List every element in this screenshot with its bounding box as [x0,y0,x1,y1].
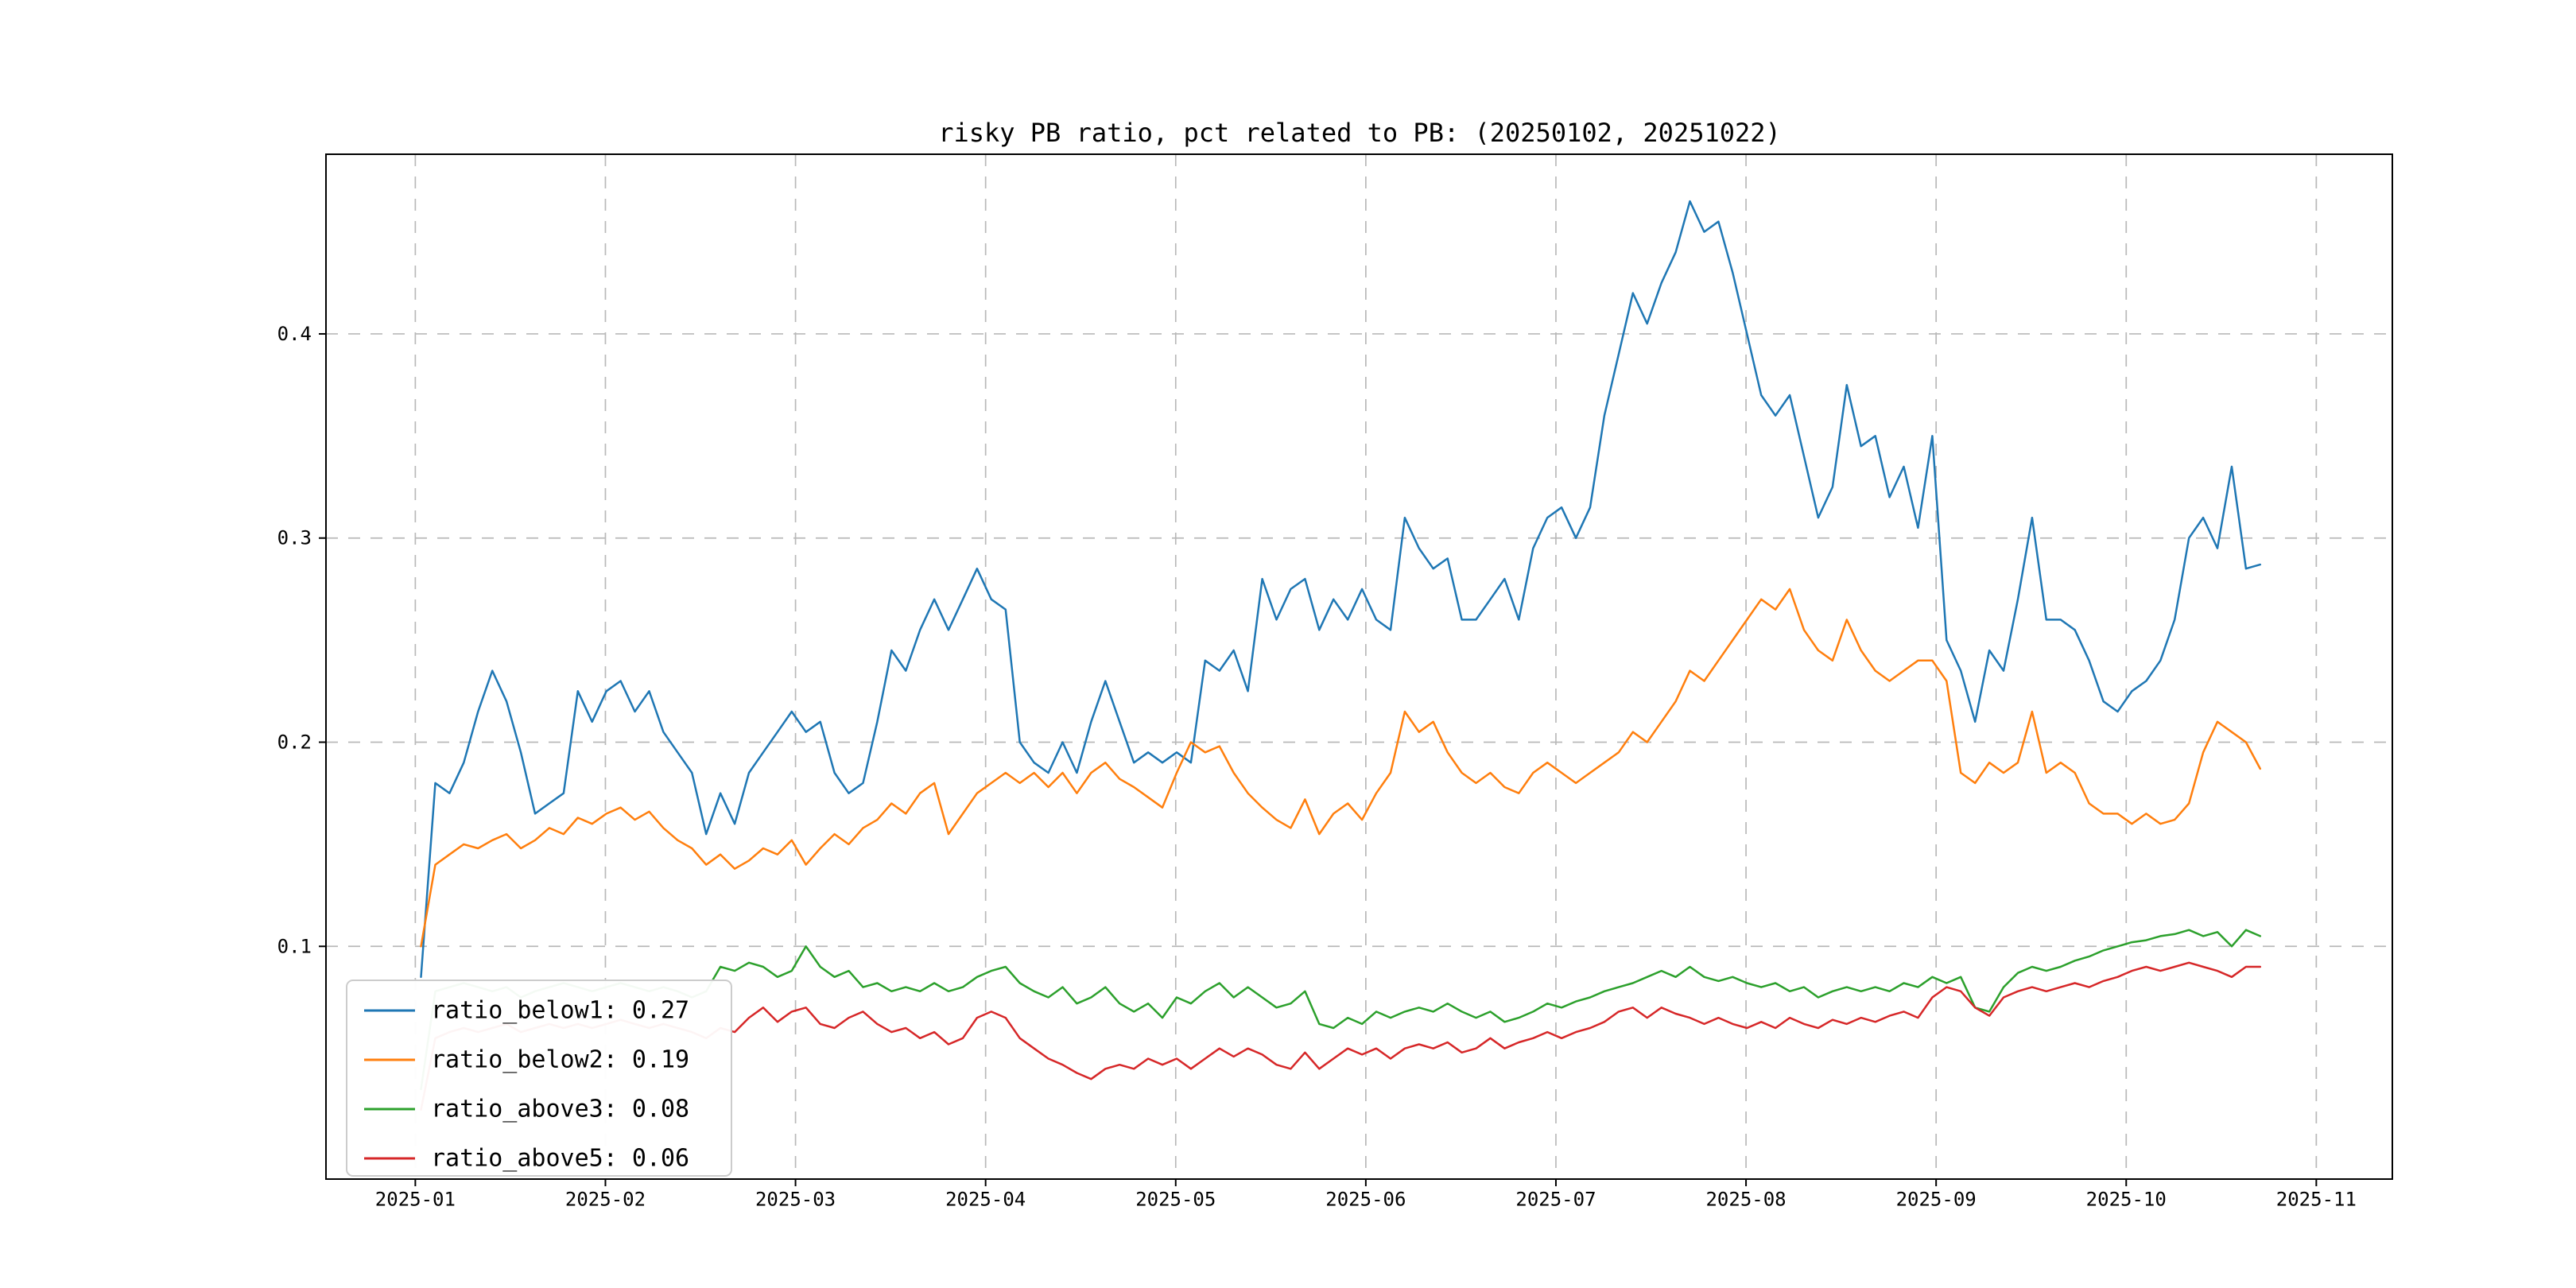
x-tick-label: 2025-09 [1896,1189,1977,1211]
legend-item-label: ratio_above5: 0.06 [431,1145,689,1173]
x-tick-label: 2025-10 [2086,1189,2167,1211]
series-layer [420,200,2262,1111]
y-tick-label: 0.3 [277,527,312,549]
legend: ratio_below1: 0.27 ratio_below2: 0.19 rati… [346,980,732,1177]
series-line-ratio_above3 [420,929,2262,1091]
x-tick-label: 2025-05 [1135,1189,1216,1211]
y-tick-label: 0.2 [277,731,312,754]
x-tick-label: 2025-01 [375,1189,456,1211]
x-tick-label: 2025-04 [945,1189,1026,1211]
plot-border [325,153,2393,1180]
x-tick-label: 2025-02 [565,1189,646,1211]
legend-item-label: ratio_below2: 0.19 [431,1046,689,1074]
series-line-ratio_below1 [420,200,2262,979]
series-line-ratio_below2 [420,588,2262,948]
y-tick-label: 0.4 [277,323,312,345]
x-tick-label: 2025-11 [2276,1189,2357,1211]
legend-item-label: ratio_above3: 0.08 [431,1096,689,1123]
x-tick-label: 2025-08 [1705,1189,1786,1211]
x-tick-label: 2025-06 [1325,1189,1406,1211]
legend-item-label: ratio_below1: 0.27 [431,997,689,1025]
legend-box [346,980,732,1177]
y-tick-label: 0.1 [277,935,312,957]
axes-layer: 2025-01 2025-02 2025-03 2025-04 2025-05 2025-… [277,153,2393,1211]
chart-title: risky PB ratio, pct related to PB: (2025… [938,118,1781,148]
x-tick-label: 2025-07 [1515,1189,1596,1211]
x-tick-label: 2025-03 [755,1189,836,1211]
